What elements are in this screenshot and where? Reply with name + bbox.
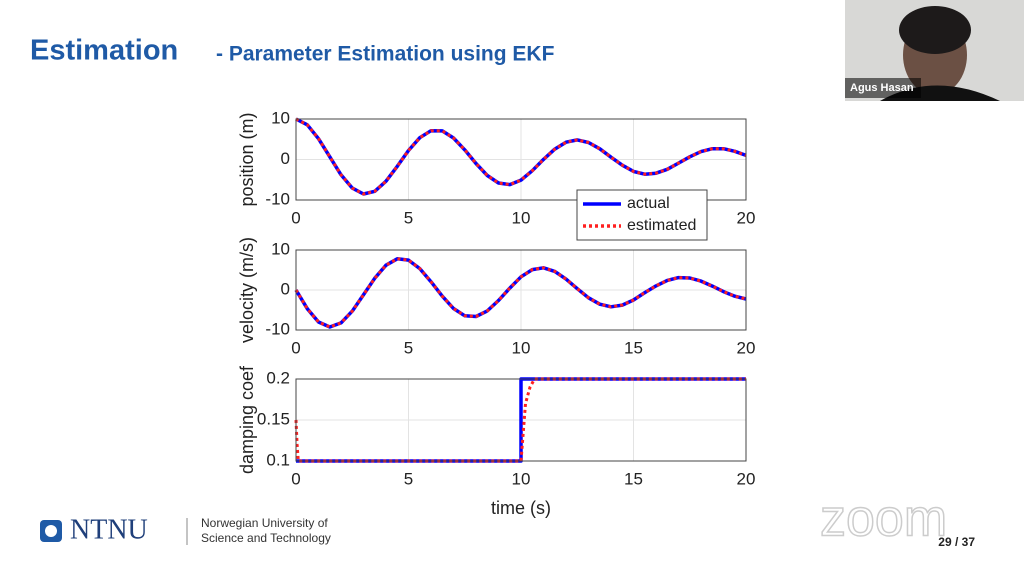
x-tick-label: 20 xyxy=(737,338,756,357)
y-tick-label: 10 xyxy=(271,108,290,127)
y-axis-label: velocity (m/s) xyxy=(237,237,257,343)
x-tick-label: 5 xyxy=(404,338,413,357)
logo-mark-inner xyxy=(45,525,57,537)
webcam: Agus Hasan xyxy=(845,0,1024,101)
page-number: 29 / 37 xyxy=(938,535,975,549)
y-tick-label: 0 xyxy=(281,279,290,298)
x-tick-label: 5 xyxy=(404,469,413,488)
legend-label: actual xyxy=(627,195,670,212)
name-tag xyxy=(845,78,921,98)
x-tick-label: 0 xyxy=(291,469,300,488)
x-tick-label: 10 xyxy=(512,338,531,357)
x-tick-label: 5 xyxy=(404,208,413,227)
legend-box xyxy=(576,189,708,241)
y-tick-label: 0.15 xyxy=(257,409,290,428)
y-axis-label: damping coef xyxy=(237,365,257,474)
x-tick-label: 0 xyxy=(291,208,300,227)
university-line: Science and Technology xyxy=(201,531,331,545)
logo: NTNU Norwegian University of Science and… xyxy=(40,514,331,545)
person-hair xyxy=(899,6,971,54)
plot-frame xyxy=(295,249,747,331)
x-tick-label: 10 xyxy=(512,208,531,227)
y-tick-label: 0.2 xyxy=(266,368,290,387)
y-tick-label: 10 xyxy=(271,239,290,258)
x-tick-label: 20 xyxy=(737,208,756,227)
y-axis-label: position (m) xyxy=(237,112,257,206)
plot-frame xyxy=(295,378,747,462)
legend-label: estimated xyxy=(627,217,696,234)
y-tick-label: 0.1 xyxy=(266,450,290,469)
series-line xyxy=(295,117,747,196)
slide-title: Estimation xyxy=(30,35,178,67)
webcam-name: Agus Hasan xyxy=(850,82,914,94)
plot-frame xyxy=(295,118,747,201)
zoom-watermark: zoom xyxy=(820,490,947,548)
x-tick-label: 20 xyxy=(737,469,756,488)
x-axis-label: time (s) xyxy=(491,498,551,518)
x-tick-label: 0 xyxy=(291,338,300,357)
slide-subtitle: - Parameter Estimation using EKF xyxy=(216,43,555,66)
y-tick-label: -10 xyxy=(265,319,290,338)
legend: actual estimated xyxy=(576,189,708,241)
x-tick-label: 15 xyxy=(624,469,643,488)
x-tick-label: 15 xyxy=(624,338,643,357)
x-tick-label: 10 xyxy=(512,469,531,488)
y-tick-label: 0 xyxy=(281,149,290,168)
university-line: Norwegian University of xyxy=(201,516,328,530)
series-line xyxy=(294,257,747,329)
logo-text: NTNU xyxy=(70,514,148,545)
y-tick-label: -10 xyxy=(265,189,290,208)
